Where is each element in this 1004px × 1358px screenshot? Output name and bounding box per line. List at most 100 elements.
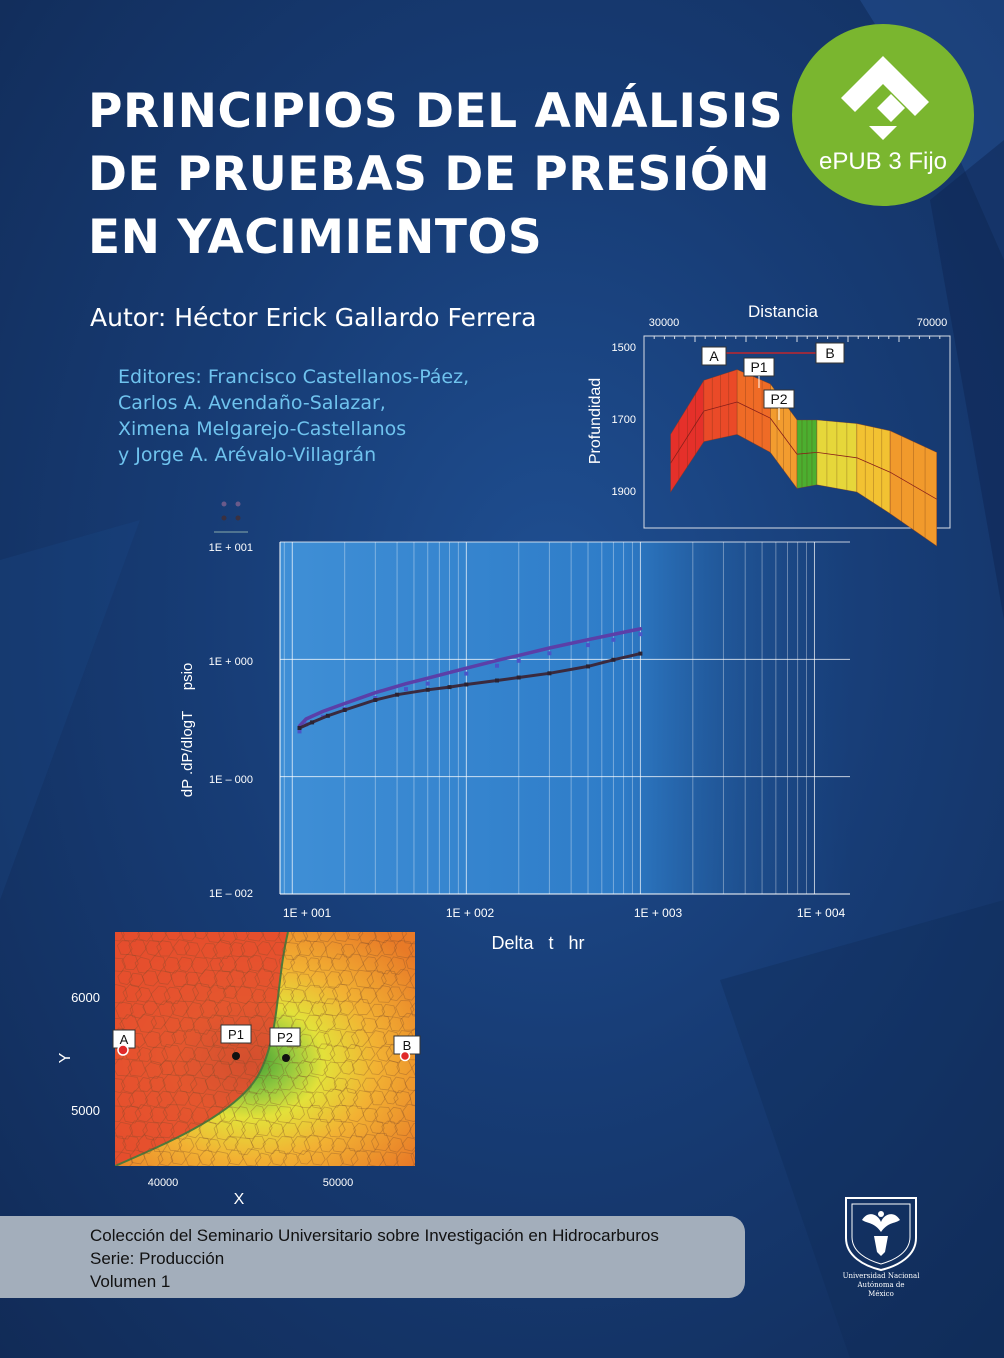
map-cell [380,969,398,986]
map-cell [375,1015,392,1030]
map-cell [409,1122,415,1139]
map-cell [399,1012,415,1031]
map-cell [369,1090,386,1106]
map-cell [190,1107,209,1125]
map-cell [189,1076,209,1095]
epub-badge: ePUB 3 Fijo [792,24,974,206]
map-cell [359,987,378,1004]
map-cell [115,1001,134,1020]
section-marker-a: A [701,346,727,366]
map-cell [268,1122,285,1138]
map-cell [362,1107,379,1123]
map-cell [245,932,265,942]
series-point-derivative [638,651,643,656]
editor-line-4: y Jorge A. Arévalo-Villagrán [118,444,377,466]
map-cell [121,953,139,971]
map-cell [386,956,407,975]
map-cell [242,1000,260,1019]
map-cell [115,1121,134,1140]
map-cell [254,1119,273,1137]
map-cell [201,1093,217,1109]
map-ytick-5000: 5000 [71,1103,100,1118]
map-cell [243,1090,260,1106]
section-marker-b: B [815,342,845,364]
map-cell [250,1105,266,1120]
series-point-derivative [495,678,499,683]
map-cell [242,1148,262,1166]
map-cell [395,1000,415,1018]
map-cell [351,1058,370,1076]
map-cell [352,1089,374,1110]
map-cell [262,987,280,1004]
map-cell [387,1106,405,1124]
map-cell [256,941,273,956]
map-cell [310,1151,326,1166]
map-cell [184,971,200,987]
map-cell [178,984,200,1003]
map-cell [136,1046,153,1062]
map-cell [388,1016,405,1032]
map-cell [278,954,296,971]
svg-text:P2: P2 [770,391,787,407]
map-cell [115,1078,126,1094]
map-cell [232,1077,252,1095]
map-cell [170,1120,191,1140]
loglog-ytick-3: 1E – 002 [209,888,253,900]
map-cell [241,1122,260,1140]
map-cell [329,1044,350,1064]
map-cell [381,1120,398,1137]
series-point-derivative [310,720,315,725]
map-cell [282,1001,300,1017]
map-cell [288,1045,308,1064]
map-cell [183,1058,203,1077]
map-cell [366,1151,385,1166]
series-point-pressure [425,681,430,686]
map-cell [135,986,153,1003]
map-cell [156,1090,175,1109]
map-cell [311,1031,331,1050]
series-point-pressure [638,632,643,637]
map-cell [394,968,412,986]
map-xlabel: X [234,1191,245,1208]
map-cell [184,1122,202,1139]
map-cell [156,970,173,985]
section-ytick-1500: 1500 [612,342,636,354]
map-cell [402,1136,415,1152]
map-cell [250,1135,266,1150]
map-cell [296,1091,316,1109]
section-xtick-30000: 30000 [649,317,680,329]
map-cell [383,1060,401,1077]
map-cell [290,1018,307,1034]
map-cell [325,971,344,988]
map-cell [310,1118,331,1138]
series-point-derivative [342,708,347,712]
map-cell [134,956,152,974]
map-cell [158,1030,177,1048]
map-cell [360,1046,376,1061]
map-cell [150,985,171,1006]
map-cell [274,1106,295,1124]
map-cell [323,1028,344,1048]
map-cell [396,1060,413,1076]
map-cell [162,1104,182,1122]
map-cell [393,939,414,959]
map-xtick-40000: 40000 [148,1177,179,1189]
map-cell [246,954,265,972]
map-cell [282,1122,299,1138]
map-cell [163,1016,182,1033]
map-cell [254,968,275,988]
map-cell [316,1043,336,1062]
map-cell [200,943,218,960]
series-point-derivative [297,726,302,730]
map-cell [192,1016,213,1035]
map-cell [120,1075,141,1094]
series-point-derivative [325,713,330,718]
collection-volume: Volumen 1 [90,1272,171,1291]
map-cell [117,970,133,986]
series-point-pressure [547,651,552,656]
map-cell [163,986,183,1004]
series-point-pressure [495,663,499,668]
map-red-zone [115,932,288,1166]
author: Autor: Héctor Erick Gallardo Ferrera [90,303,537,332]
